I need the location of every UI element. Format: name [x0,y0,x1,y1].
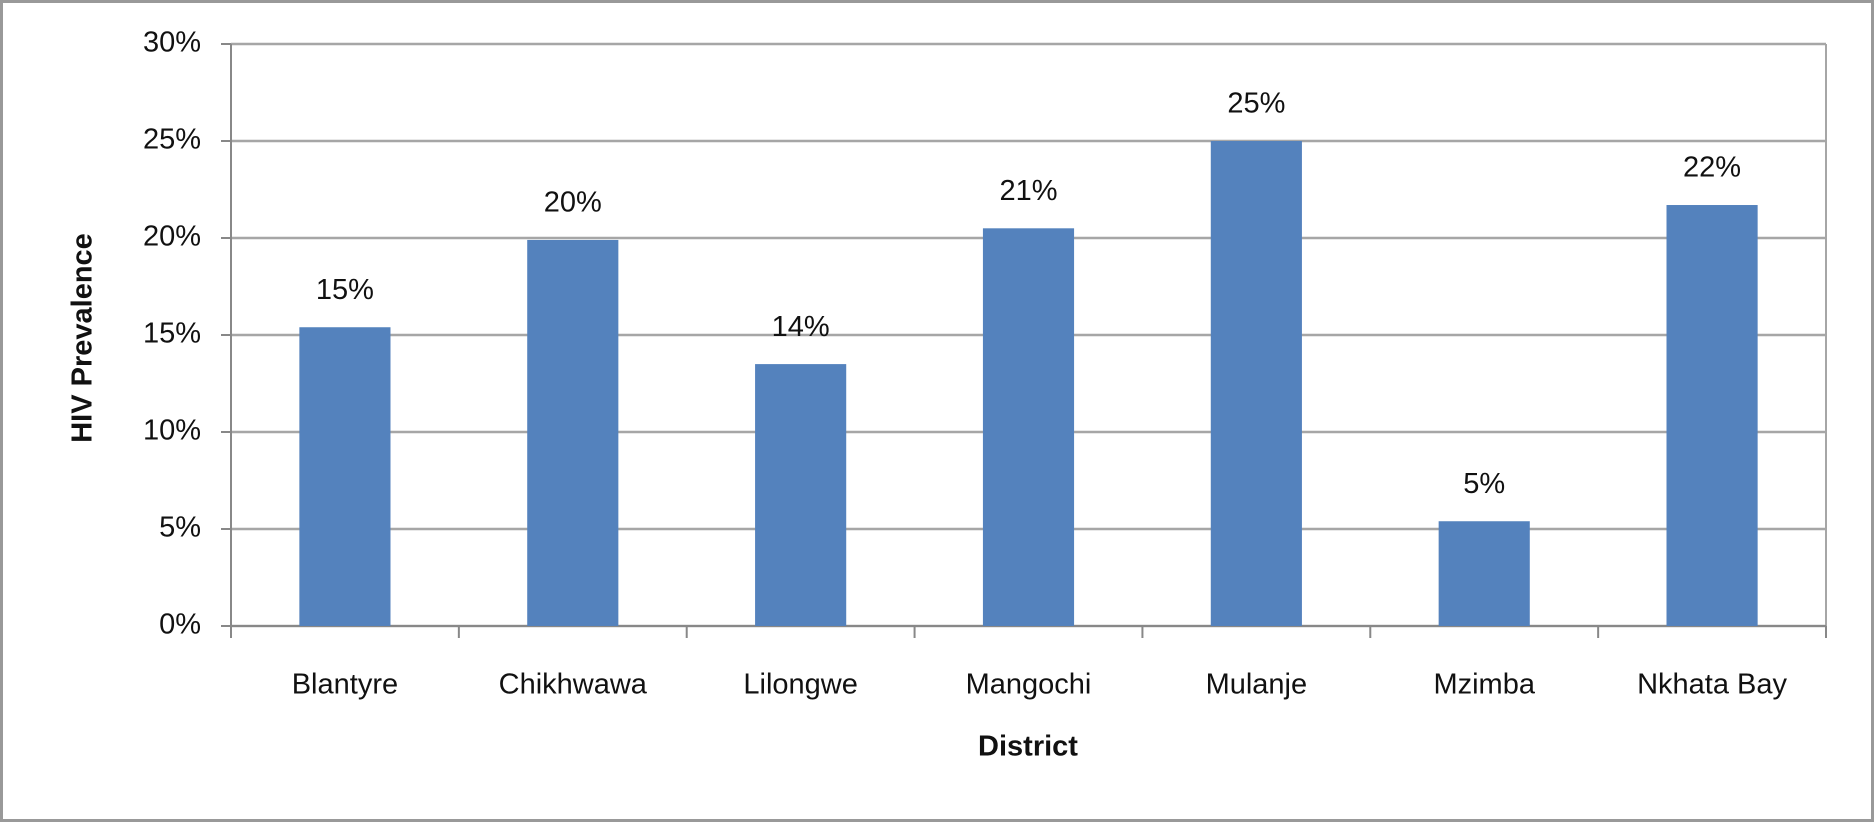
x-tick-label: Mzimba [1433,669,1535,701]
data-label: 5% [1463,468,1505,500]
y-tick-label: 10% [143,415,201,447]
x-axis-label: District [978,731,1078,763]
x-tick-label: Chikhwawa [499,669,648,701]
data-label: 25% [1227,88,1285,120]
data-label: 15% [316,274,374,306]
x-tick-label: Blantyre [292,669,398,701]
y-tick-label: 25% [143,124,201,156]
x-tick-label: Mangochi [966,669,1092,701]
data-label: 14% [772,311,830,343]
y-tick-label: 15% [143,318,201,350]
y-tick-label: 0% [159,609,201,641]
bar [299,327,391,626]
data-label: 21% [999,175,1057,207]
y-tick-label: 30% [143,27,201,59]
x-tick-label: Nkhata Bay [1637,669,1787,701]
y-tick-label: 5% [159,512,201,544]
bar [755,364,847,626]
data-label: 20% [544,187,602,219]
x-tick-label: Mulanje [1206,669,1308,701]
y-tick-label: 20% [143,221,201,253]
x-tick-label: Lilongwe [743,669,857,701]
bar [1666,205,1758,626]
bar [982,228,1075,627]
y-axis-label: HIV Prevalence [67,233,99,443]
bar [527,239,619,626]
bar [1438,521,1530,626]
bar [1210,141,1302,626]
data-label: 22% [1683,152,1741,184]
